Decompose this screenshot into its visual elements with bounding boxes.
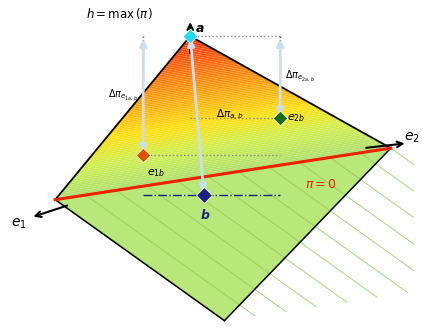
Polygon shape: [135, 81, 273, 104]
Polygon shape: [163, 57, 230, 69]
Polygon shape: [94, 114, 333, 153]
Polygon shape: [124, 89, 288, 116]
Polygon shape: [57, 145, 388, 198]
Polygon shape: [160, 60, 235, 73]
Polygon shape: [84, 123, 348, 165]
Polygon shape: [170, 52, 220, 61]
Polygon shape: [108, 103, 313, 136]
Polygon shape: [55, 147, 391, 200]
Polygon shape: [69, 136, 371, 183]
Polygon shape: [165, 56, 228, 67]
Polygon shape: [126, 88, 286, 114]
Text: $e_{2b}$: $e_{2b}$: [287, 113, 306, 124]
Polygon shape: [138, 78, 268, 99]
Polygon shape: [175, 47, 213, 55]
Polygon shape: [177, 46, 210, 52]
Polygon shape: [62, 141, 381, 191]
Polygon shape: [92, 116, 335, 155]
Polygon shape: [119, 93, 295, 122]
Polygon shape: [55, 148, 391, 321]
Polygon shape: [74, 131, 363, 177]
Polygon shape: [136, 80, 271, 102]
Polygon shape: [67, 137, 373, 185]
Polygon shape: [189, 36, 193, 38]
Text: $e_1$: $e_1$: [11, 216, 27, 231]
Polygon shape: [103, 108, 321, 142]
Polygon shape: [145, 72, 258, 91]
Polygon shape: [121, 92, 293, 120]
Polygon shape: [91, 117, 338, 157]
Polygon shape: [65, 138, 376, 188]
Polygon shape: [182, 42, 203, 46]
Polygon shape: [118, 95, 298, 124]
Polygon shape: [155, 64, 243, 79]
Polygon shape: [131, 84, 278, 108]
Polygon shape: [59, 144, 386, 196]
Polygon shape: [140, 77, 265, 97]
Polygon shape: [173, 49, 215, 57]
Polygon shape: [157, 63, 241, 77]
Polygon shape: [167, 54, 225, 65]
Polygon shape: [162, 59, 233, 71]
Polygon shape: [148, 70, 253, 87]
Polygon shape: [97, 112, 328, 149]
Polygon shape: [81, 126, 353, 169]
Polygon shape: [143, 74, 260, 93]
Polygon shape: [77, 129, 358, 173]
Polygon shape: [60, 142, 383, 193]
Polygon shape: [86, 121, 346, 163]
Text: $e_2$: $e_2$: [404, 131, 420, 145]
Text: $\pi=0$: $\pi=0$: [305, 178, 337, 191]
Polygon shape: [109, 102, 311, 134]
Polygon shape: [153, 65, 245, 81]
Polygon shape: [151, 67, 248, 83]
Polygon shape: [72, 133, 366, 179]
Polygon shape: [141, 75, 263, 95]
Polygon shape: [113, 99, 306, 130]
Polygon shape: [168, 53, 223, 63]
Text: $\Delta\pi_{e_{2a,b}}$: $\Delta\pi_{e_{2a,b}}$: [285, 69, 315, 84]
Polygon shape: [123, 91, 290, 118]
Polygon shape: [187, 38, 195, 40]
Polygon shape: [99, 110, 326, 146]
Polygon shape: [150, 68, 250, 85]
Polygon shape: [180, 43, 205, 48]
Polygon shape: [64, 140, 378, 190]
Polygon shape: [104, 106, 318, 140]
Polygon shape: [184, 40, 200, 44]
Polygon shape: [79, 127, 356, 171]
Polygon shape: [130, 85, 281, 110]
Text: $e_{1b}$: $e_{1b}$: [147, 167, 165, 179]
Text: $h = \mathrm{max}\,(\pi)$: $h = \mathrm{max}\,(\pi)$: [87, 6, 153, 21]
Polygon shape: [128, 87, 283, 112]
Text: $\Delta\pi_{e_{1a,b}}$: $\Delta\pi_{e_{1a,b}}$: [108, 88, 138, 103]
Polygon shape: [114, 98, 303, 128]
Polygon shape: [76, 130, 361, 175]
Point: [277, 116, 284, 121]
Polygon shape: [96, 113, 330, 151]
Polygon shape: [70, 134, 368, 181]
Polygon shape: [185, 39, 198, 42]
Polygon shape: [106, 105, 316, 139]
Polygon shape: [89, 119, 341, 159]
Polygon shape: [111, 101, 308, 132]
Polygon shape: [87, 120, 343, 161]
Polygon shape: [101, 109, 323, 144]
Text: $\boldsymbol{a}$: $\boldsymbol{a}$: [195, 22, 205, 35]
Polygon shape: [133, 82, 276, 106]
Text: $\boldsymbol{b}$: $\boldsymbol{b}$: [200, 208, 210, 222]
Polygon shape: [82, 124, 351, 167]
Text: $\Delta\pi_{a,b}$: $\Delta\pi_{a,b}$: [216, 108, 243, 123]
Polygon shape: [179, 44, 208, 50]
Point: [140, 152, 146, 158]
Point: [200, 192, 207, 197]
Polygon shape: [146, 71, 255, 89]
Polygon shape: [172, 50, 218, 59]
Point: [187, 34, 194, 39]
Polygon shape: [116, 96, 300, 126]
Polygon shape: [158, 61, 238, 75]
